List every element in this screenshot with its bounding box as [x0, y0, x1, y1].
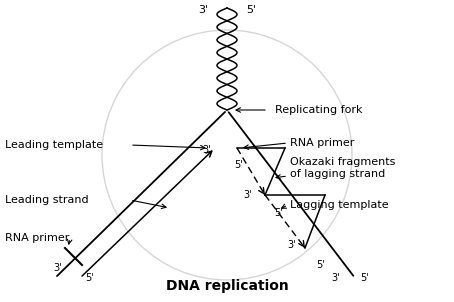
Text: 5': 5' — [360, 273, 369, 283]
Text: 5': 5' — [316, 260, 325, 270]
Text: 5': 5' — [246, 5, 256, 15]
Text: Leading strand: Leading strand — [5, 195, 89, 205]
Text: 3': 3' — [331, 273, 340, 283]
Text: 3': 3' — [198, 5, 208, 15]
Text: Leading template: Leading template — [5, 140, 103, 150]
Text: 3': 3' — [54, 263, 62, 273]
Text: 3': 3' — [287, 240, 296, 250]
Text: Okazaki fragments
of lagging strand: Okazaki fragments of lagging strand — [290, 157, 395, 179]
Text: 3': 3' — [202, 145, 211, 155]
Text: Replicating fork: Replicating fork — [275, 105, 362, 115]
Text: 5': 5' — [274, 208, 283, 218]
Text: RNA primer: RNA primer — [290, 138, 355, 148]
Text: DNA replication: DNA replication — [166, 279, 288, 293]
Text: 3': 3' — [243, 190, 252, 200]
Text: Lagging template: Lagging template — [290, 200, 389, 210]
Text: 5': 5' — [234, 160, 243, 170]
Text: RNA primer: RNA primer — [5, 233, 69, 243]
Text: 5': 5' — [85, 273, 94, 283]
